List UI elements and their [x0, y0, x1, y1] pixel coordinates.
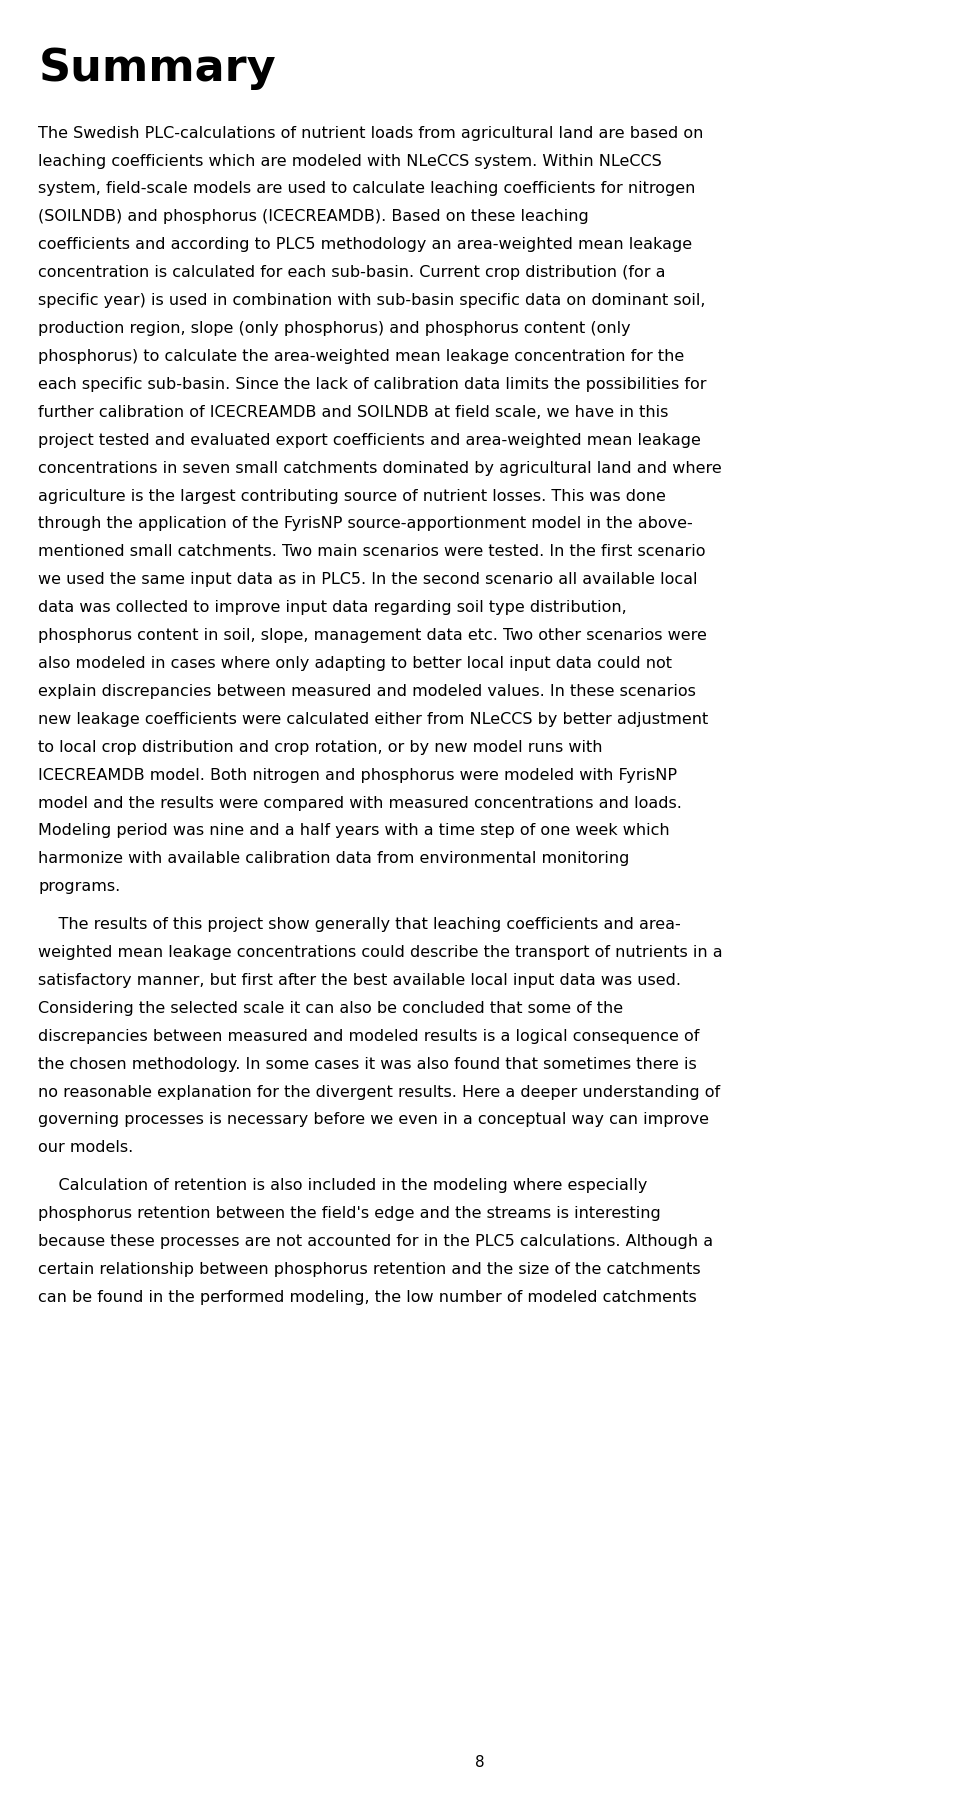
Text: project tested and evaluated export coefficients and area-weighted mean leakage: project tested and evaluated export coef… — [38, 433, 701, 447]
Text: harmonize with available calibration data from environmental monitoring: harmonize with available calibration dat… — [38, 851, 630, 867]
Text: new leakage coefficients were calculated either from NLeCCS by better adjustment: new leakage coefficients were calculated… — [38, 713, 708, 727]
Text: Modeling period was nine and a half years with a time step of one week which: Modeling period was nine and a half year… — [38, 824, 670, 838]
Text: coefficients and according to PLC5 methodology an area-weighted mean leakage: coefficients and according to PLC5 metho… — [38, 237, 692, 253]
Text: governing processes is necessary before we even in a conceptual way can improve: governing processes is necessary before … — [38, 1113, 709, 1127]
Text: also modeled in cases where only adapting to better local input data could not: also modeled in cases where only adaptin… — [38, 655, 672, 671]
Text: The Swedish PLC-calculations of nutrient loads from agricultural land are based : The Swedish PLC-calculations of nutrient… — [38, 126, 704, 140]
Text: satisfactory manner, but first after the best available local input data was use: satisfactory manner, but first after the… — [38, 973, 682, 987]
Text: data was collected to improve input data regarding soil type distribution,: data was collected to improve input data… — [38, 600, 627, 616]
Text: programs.: programs. — [38, 880, 121, 894]
Text: explain discrepancies between measured and modeled values. In these scenarios: explain discrepancies between measured a… — [38, 684, 696, 698]
Text: Considering the selected scale it can also be concluded that some of the: Considering the selected scale it can al… — [38, 1002, 624, 1016]
Text: ICECREAMDB model. Both nitrogen and phosphorus were modeled with FyrisNP: ICECREAMDB model. Both nitrogen and phos… — [38, 768, 678, 783]
Text: agriculture is the largest contributing source of nutrient losses. This was done: agriculture is the largest contributing … — [38, 488, 666, 504]
Text: we used the same input data as in PLC5. In the second scenario all available loc: we used the same input data as in PLC5. … — [38, 573, 698, 587]
Text: system, field-scale models are used to calculate leaching coefficients for nitro: system, field-scale models are used to c… — [38, 181, 696, 196]
Text: further calibration of ICECREAMDB and SOILNDB at field scale, we have in this: further calibration of ICECREAMDB and SO… — [38, 404, 669, 420]
Text: 8: 8 — [475, 1756, 485, 1770]
Text: (SOILNDB) and phosphorus (ICECREAMDB). Based on these leaching: (SOILNDB) and phosphorus (ICECREAMDB). B… — [38, 210, 589, 224]
Text: weighted mean leakage concentrations could describe the transport of nutrients i: weighted mean leakage concentrations cou… — [38, 944, 723, 960]
Text: phosphorus) to calculate the area-weighted mean leakage concentration for the: phosphorus) to calculate the area-weight… — [38, 348, 684, 364]
Text: concentrations in seven small catchments dominated by agricultural land and wher: concentrations in seven small catchments… — [38, 461, 722, 476]
Text: Calculation of retention is also included in the modeling where especially: Calculation of retention is also include… — [38, 1178, 648, 1194]
Text: production region, slope (only phosphorus) and phosphorus content (only: production region, slope (only phosphoru… — [38, 321, 631, 336]
Text: concentration is calculated for each sub-basin. Current crop distribution (for a: concentration is calculated for each sub… — [38, 266, 666, 280]
Text: phosphorus content in soil, slope, management data etc. Two other scenarios were: phosphorus content in soil, slope, manag… — [38, 628, 708, 643]
Text: Summary: Summary — [38, 47, 276, 90]
Text: certain relationship between phosphorus retention and the size of the catchments: certain relationship between phosphorus … — [38, 1262, 701, 1276]
Text: mentioned small catchments. Two main scenarios were tested. In the first scenari: mentioned small catchments. Two main sce… — [38, 544, 706, 560]
Text: the chosen methodology. In some cases it was also found that sometimes there is: the chosen methodology. In some cases it… — [38, 1057, 697, 1072]
Text: phosphorus retention between the field's edge and the streams is interesting: phosphorus retention between the field's… — [38, 1206, 661, 1221]
Text: The results of this project show generally that leaching coefficients and area-: The results of this project show general… — [38, 917, 682, 932]
Text: specific year) is used in combination with sub-basin specific data on dominant s: specific year) is used in combination wi… — [38, 293, 706, 309]
Text: discrepancies between measured and modeled results is a logical consequence of: discrepancies between measured and model… — [38, 1029, 700, 1043]
Text: through the application of the FyrisNP source-apportionment model in the above-: through the application of the FyrisNP s… — [38, 517, 693, 531]
Text: each specific sub-basin. Since the lack of calibration data limits the possibili: each specific sub-basin. Since the lack … — [38, 377, 707, 391]
Text: model and the results were compared with measured concentrations and loads.: model and the results were compared with… — [38, 795, 683, 811]
Text: leaching coefficients which are modeled with NLeCCS system. Within NLeCCS: leaching coefficients which are modeled … — [38, 154, 662, 169]
Text: to local crop distribution and crop rotation, or by new model runs with: to local crop distribution and crop rota… — [38, 740, 603, 754]
Text: can be found in the performed modeling, the low number of modeled catchments: can be found in the performed modeling, … — [38, 1291, 697, 1305]
Text: no reasonable explanation for the divergent results. Here a deeper understanding: no reasonable explanation for the diverg… — [38, 1084, 721, 1100]
Text: because these processes are not accounted for in the PLC5 calculations. Although: because these processes are not accounte… — [38, 1233, 713, 1249]
Text: our models.: our models. — [38, 1140, 133, 1156]
